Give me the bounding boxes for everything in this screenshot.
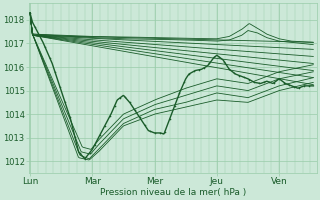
X-axis label: Pression niveau de la mer( hPa ): Pression niveau de la mer( hPa )	[100, 188, 246, 197]
